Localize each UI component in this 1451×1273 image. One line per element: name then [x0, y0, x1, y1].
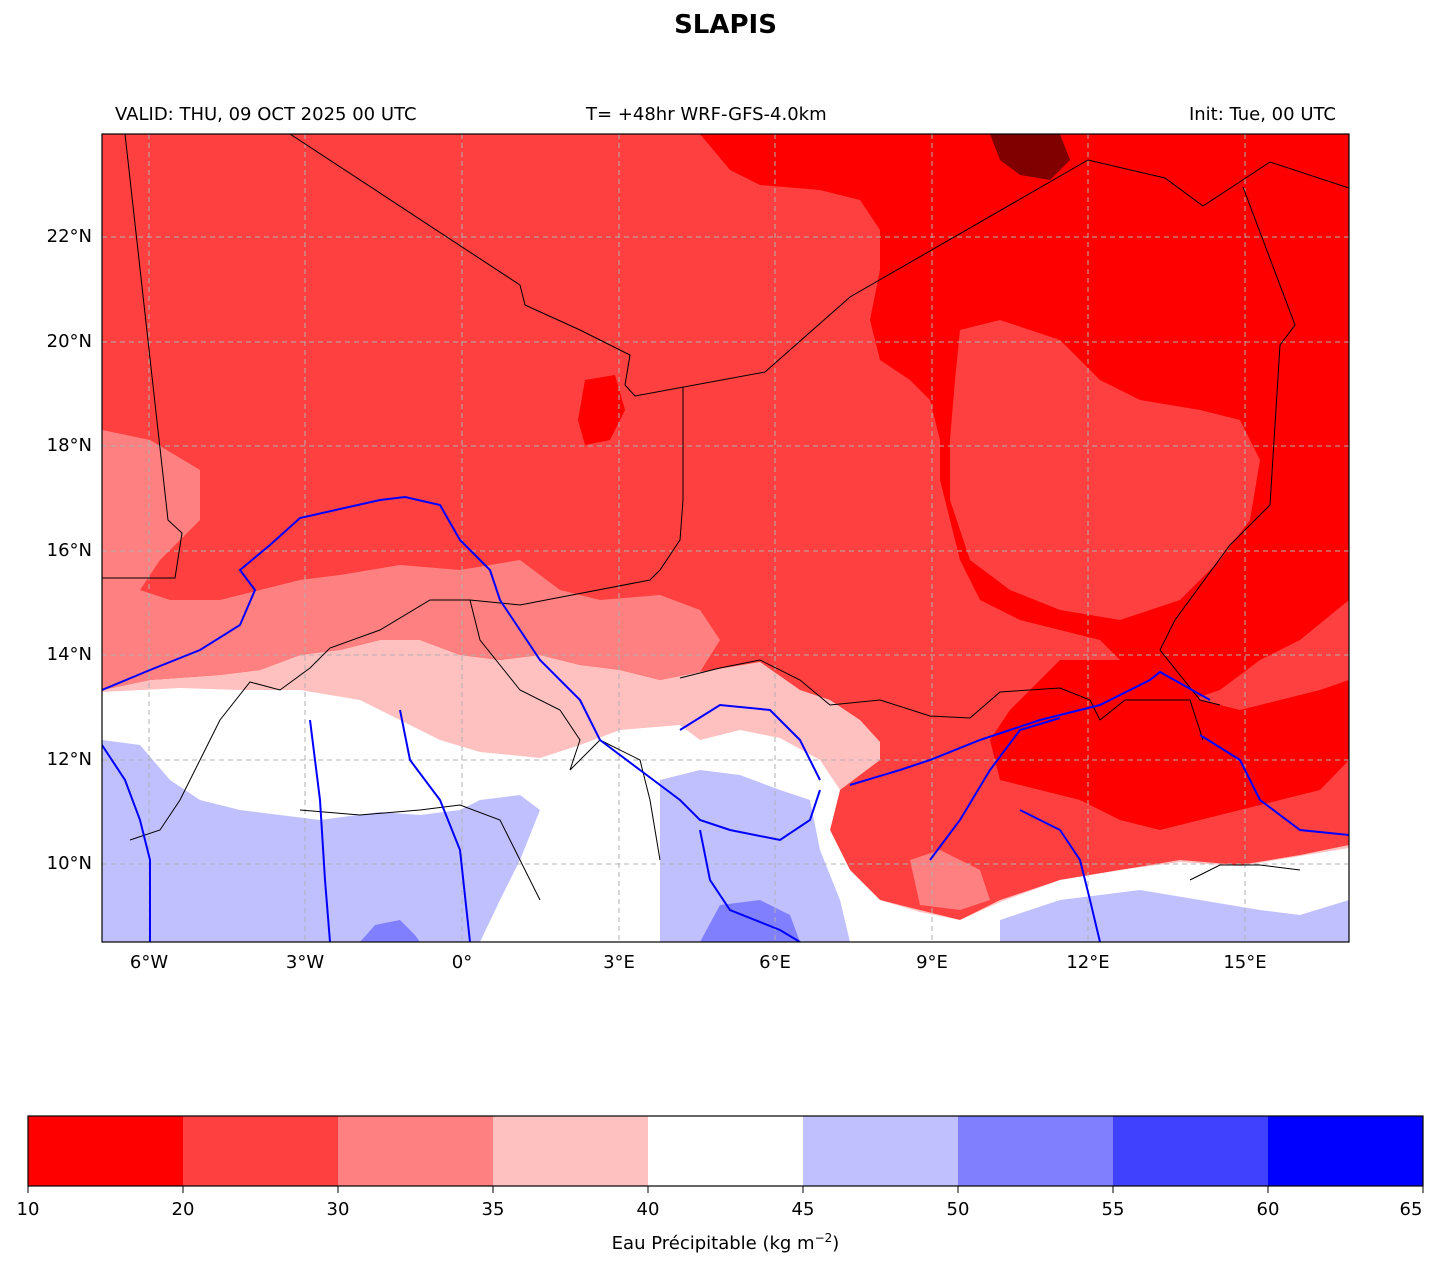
lat-label-22n: 22°N	[46, 226, 92, 247]
colorbar-label-close: )	[832, 1233, 840, 1254]
lat-label-18n: 18°N	[46, 435, 92, 456]
lat-label-20n: 20°N	[46, 331, 92, 352]
field-10-20-southeast	[990, 660, 1349, 830]
colorbar-swatch-3	[338, 1116, 493, 1186]
lon-label-0: 0°	[451, 952, 473, 973]
lon-label-3w: 3°W	[285, 952, 325, 973]
colorbar-tick-65: 65	[1399, 1199, 1423, 1220]
colorbar-tick-55: 55	[1101, 1199, 1125, 1220]
colorbar-label-text: Eau Précipitable (kg m	[611, 1233, 815, 1254]
colorbar-swatch-7	[958, 1116, 1113, 1186]
colorbar-tick-50: 50	[946, 1199, 970, 1220]
map-fields	[102, 134, 1349, 942]
lat-label-16n: 16°N	[46, 540, 92, 561]
colorbar-label-superscript: −2	[814, 1231, 833, 1245]
colorbar-swatch-8	[1113, 1116, 1268, 1186]
colorbar-tick-60: 60	[1256, 1199, 1280, 1220]
field-10-20-patch	[578, 375, 625, 445]
colorbar	[27, 1115, 1424, 1193]
lat-label-14n: 14°N	[46, 644, 92, 665]
lead-time-label: T= +48hr WRF-GFS-4.0km	[586, 104, 827, 125]
colorbar-tick-20: 20	[171, 1199, 195, 1220]
field-35-40-patch	[910, 850, 990, 910]
country-borders	[102, 134, 1349, 901]
lat-label-12n: 12°N	[46, 749, 92, 770]
river-niger	[102, 495, 821, 842]
colorbar-tick-35: 35	[481, 1199, 505, 1220]
valid-time-label: VALID: THU, 09 OCT 2025 00 UTC	[115, 104, 417, 125]
map-frame	[101, 133, 1350, 943]
field-45-50-west	[102, 740, 540, 942]
river-logone	[1019, 809, 1101, 942]
river-west	[102, 744, 151, 942]
lon-label-9e: 9°E	[916, 952, 948, 973]
colorbar-tick-45: 45	[791, 1199, 815, 1220]
lon-label-6w: 6°W	[129, 952, 169, 973]
init-time-label: Init: Tue, 00 UTC	[1188, 104, 1336, 125]
colorbar-swatch-4	[493, 1116, 648, 1186]
field-30-35	[102, 430, 720, 690]
colorbar-swatch-6	[803, 1116, 958, 1186]
field-below-10-north	[990, 134, 1070, 180]
colorbar-tick-40: 40	[636, 1199, 660, 1220]
river-south-central	[699, 829, 801, 942]
river-mid	[679, 703, 821, 781]
colorbar-tick-30: 30	[326, 1199, 350, 1220]
colorbar-tick-10: 10	[16, 1199, 40, 1220]
river-volta	[309, 719, 331, 942]
river-komadugu	[929, 717, 1061, 861]
lon-label-12e: 12°E	[1066, 952, 1110, 973]
lon-label-3e: 3°E	[603, 952, 635, 973]
field-50-55-a	[360, 920, 420, 942]
river-chari	[1199, 734, 1349, 836]
colorbar-swatch-5	[648, 1116, 803, 1186]
graticule	[102, 134, 1349, 942]
lon-label-15e: 15°E	[1223, 952, 1267, 973]
lat-label-10n: 10°N	[46, 853, 92, 874]
colorbar-label: Eau Précipitable (kg m−2)	[0, 1231, 1451, 1254]
rivers	[102, 495, 1349, 942]
field-20-30-inset	[950, 320, 1260, 620]
colorbar-swatch-2	[183, 1116, 338, 1186]
river-oti	[399, 709, 471, 942]
colorbar-swatch-1	[28, 1116, 183, 1186]
field-45-50-east	[1000, 890, 1349, 942]
map-title: SLAPIS	[674, 10, 777, 40]
river-benue	[849, 670, 1211, 786]
colorbar-swatch-9	[1268, 1116, 1423, 1186]
colorbar-frame	[27, 1115, 1424, 1187]
field-45-50-central	[660, 770, 850, 942]
lon-label-6e: 6°E	[759, 952, 791, 973]
